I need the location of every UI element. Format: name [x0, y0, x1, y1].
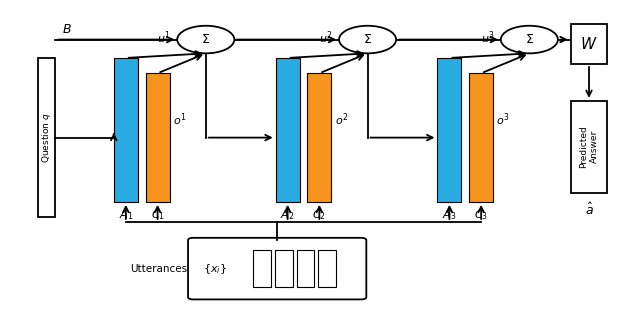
Bar	[145, 73, 170, 202]
Text: $u^2$: $u^2$	[319, 30, 333, 46]
Text: Predicted
Answer: Predicted Answer	[579, 125, 598, 168]
Text: $C_1$: $C_1$	[150, 208, 164, 222]
Bar	[296, 250, 314, 287]
Bar	[469, 73, 493, 202]
Bar	[571, 24, 607, 64]
Bar	[253, 250, 271, 287]
Text: $o^1$: $o^1$	[173, 111, 186, 128]
Bar	[571, 101, 607, 193]
Text: $C_2$: $C_2$	[312, 208, 326, 222]
Text: $A_3$: $A_3$	[442, 208, 457, 222]
FancyBboxPatch shape	[188, 238, 366, 300]
Bar	[114, 58, 138, 202]
Text: $\hat{a}$: $\hat{a}$	[584, 202, 593, 218]
Bar	[307, 73, 332, 202]
Circle shape	[339, 26, 396, 53]
Text: $\Sigma$: $\Sigma$	[363, 33, 372, 46]
Bar	[275, 250, 292, 287]
Text: $\Sigma$: $\Sigma$	[525, 33, 534, 46]
Bar	[437, 58, 461, 202]
Bar	[318, 250, 336, 287]
Text: $B$: $B$	[62, 23, 72, 37]
Circle shape	[177, 26, 234, 53]
Text: $u^3$: $u^3$	[481, 30, 495, 46]
Text: $\{x_i\}$: $\{x_i\}$	[203, 262, 227, 275]
Text: $o^3$: $o^3$	[497, 111, 510, 128]
Text: $A_1$: $A_1$	[118, 208, 133, 222]
Bar	[38, 58, 56, 217]
Circle shape	[501, 26, 558, 53]
Text: $u^1$: $u^1$	[157, 30, 171, 46]
Text: Utterances: Utterances	[130, 264, 187, 274]
Text: $W$: $W$	[580, 36, 598, 52]
Text: $A_2$: $A_2$	[280, 208, 295, 222]
Text: Question $q$: Question $q$	[40, 112, 53, 163]
Bar	[276, 58, 300, 202]
Text: $\Sigma$: $\Sigma$	[201, 33, 211, 46]
Text: $C_3$: $C_3$	[474, 208, 488, 222]
Text: $o^2$: $o^2$	[335, 111, 348, 128]
